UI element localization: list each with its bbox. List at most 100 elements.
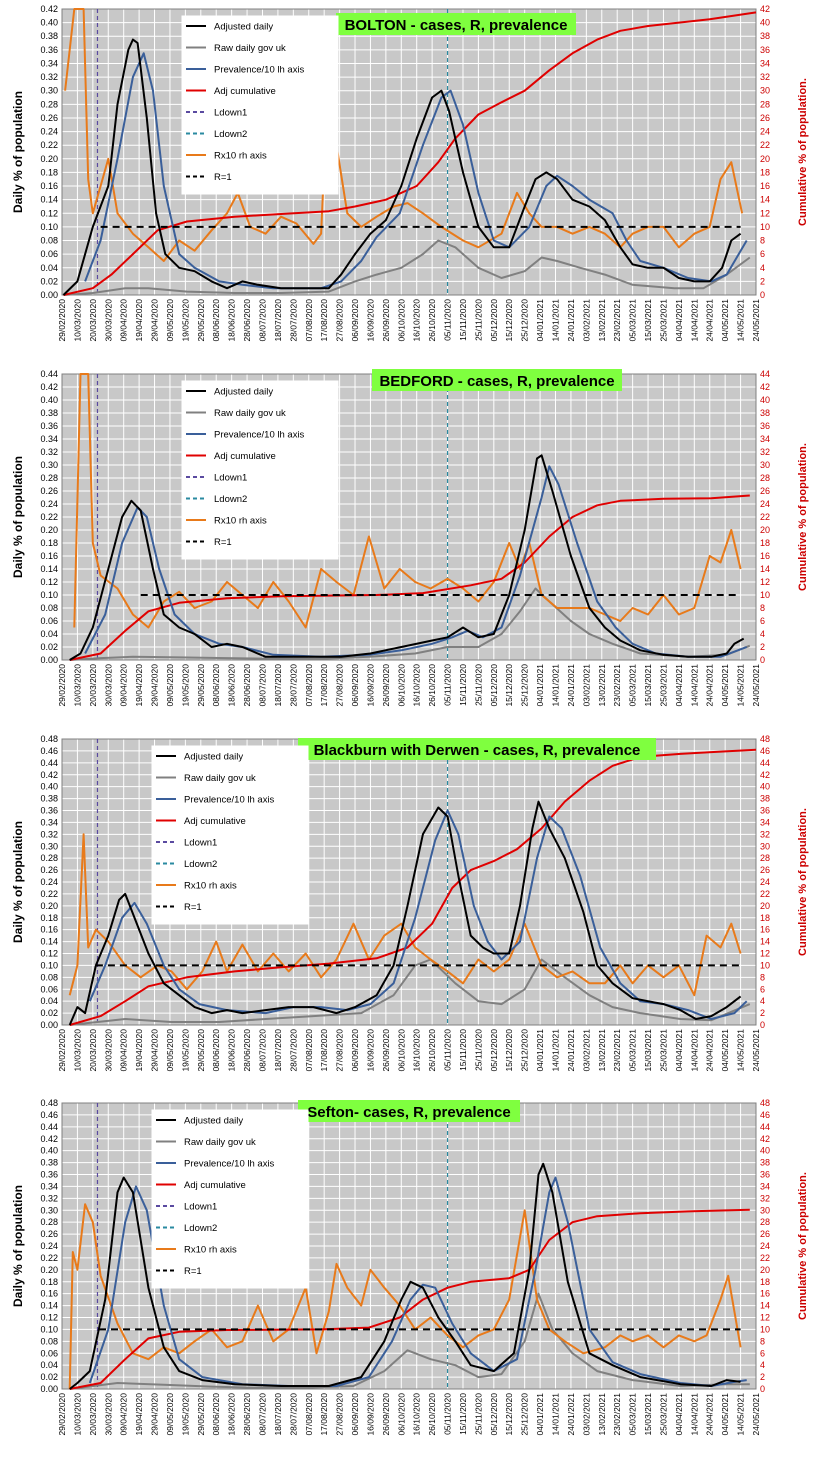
x-tick-label: 15/12/2020 xyxy=(504,664,514,707)
y-tick-label: 0.26 xyxy=(40,113,58,123)
y-tick-label: 0.42 xyxy=(40,770,58,780)
x-tick-label: 28/07/2020 xyxy=(288,664,298,707)
y2-tick-label: 8 xyxy=(760,972,765,982)
x-tick-label: 05/11/2020 xyxy=(443,664,453,706)
y-tick-label: 0.02 xyxy=(40,1372,58,1382)
x-tick-label: 08/06/2020 xyxy=(211,664,221,707)
x-tick-label: 30/03/2020 xyxy=(103,664,113,707)
y2-tick-label: 0 xyxy=(760,655,765,665)
y2-tick-label: 36 xyxy=(760,421,770,431)
chart-svg: 0.00 0 0.02 2 0.04 4 0.06 6 0.08 8 0.10 10 0.12 12 0.1… xyxy=(11,4,809,342)
x-tick-label: 06/09/2020 xyxy=(350,1393,360,1436)
y-tick-label: 0.20 xyxy=(40,901,58,911)
x-tick-label: 16/09/2020 xyxy=(365,664,375,707)
y2-tick-label: 14 xyxy=(760,564,770,574)
y2-tick-label: 46 xyxy=(760,1110,770,1120)
y2-tick-label: 24 xyxy=(760,499,770,509)
y2-tick-label: 10 xyxy=(760,222,770,232)
x-tick-label: 30/03/2020 xyxy=(103,1029,113,1072)
x-tick-label: 07/08/2020 xyxy=(304,299,314,342)
x-tick-label: 29/04/2020 xyxy=(150,1029,160,1072)
x-tick-label: 23/02/2021 xyxy=(612,664,622,707)
x-tick-label: 05/12/2020 xyxy=(489,299,499,342)
x-tick-label: 25/11/2020 xyxy=(473,1029,483,1071)
x-tick-label: 15/03/2021 xyxy=(643,664,653,707)
x-tick-label: 07/08/2020 xyxy=(304,1029,314,1072)
y-tick-label: 0.38 xyxy=(40,408,58,418)
y-tick-label: 0.26 xyxy=(40,486,58,496)
y2-tick-label: 44 xyxy=(760,758,770,768)
legend-label: Adjusted daily xyxy=(214,387,273,398)
legend-box xyxy=(151,1109,309,1289)
y-tick-label: 0.30 xyxy=(40,460,58,470)
x-tick-label: 13/02/2021 xyxy=(597,1393,607,1436)
y2-tick-label: 8 xyxy=(760,1336,765,1346)
legend-box xyxy=(151,745,309,925)
legend-label: Adj cumulative xyxy=(184,816,246,827)
x-tick-label: 04/01/2021 xyxy=(535,664,545,707)
x-tick-label: 08/07/2020 xyxy=(257,299,267,342)
x-tick-label: 27/08/2020 xyxy=(335,1393,345,1436)
y2-tick-label: 36 xyxy=(760,1170,770,1180)
y-tick-label: 0.30 xyxy=(40,1205,58,1215)
y2-tick-label: 10 xyxy=(760,960,770,970)
y-tick-label: 0.22 xyxy=(40,512,58,522)
x-tick-label: 25/03/2021 xyxy=(658,299,668,342)
x-tick-label: 09/04/2020 xyxy=(119,299,129,342)
y2-tick-label: 42 xyxy=(760,4,770,14)
legend-label: Ldown2 xyxy=(184,1223,217,1234)
x-tick-label: 25/12/2020 xyxy=(520,1029,530,1072)
legend-label: Adj cumulative xyxy=(214,451,276,462)
x-tick-label: 19/04/2020 xyxy=(134,664,144,707)
y2-tick-label: 8 xyxy=(760,603,765,613)
y-tick-label: 0.44 xyxy=(40,369,58,379)
x-tick-label: 05/11/2020 xyxy=(443,1029,453,1071)
x-tick-label: 24/01/2021 xyxy=(566,299,576,342)
y2-tick-label: 40 xyxy=(760,1146,770,1156)
y-tick-label: 0.34 xyxy=(40,817,58,827)
x-tick-label: 29/05/2020 xyxy=(196,1029,206,1072)
x-tick-label: 04/05/2021 xyxy=(720,1393,730,1436)
series-line-prevalence-10-lh-axis xyxy=(84,52,748,290)
y2-tick-label: 12 xyxy=(760,949,770,959)
y2-tick-label: 6 xyxy=(760,1348,765,1358)
x-tick-label: 04/01/2021 xyxy=(535,299,545,342)
legend-label: Raw daily gov uk xyxy=(184,773,256,784)
x-tick-label: 04/01/2021 xyxy=(535,1393,545,1436)
legend-label: Prevalence/10 lh axis xyxy=(214,430,305,441)
legend-label: Rx10 rh axis xyxy=(214,151,267,162)
y2-tick-label: 18 xyxy=(760,913,770,923)
y-tick-label: 0.40 xyxy=(40,782,58,792)
y-tick-label: 0.28 xyxy=(40,853,58,863)
x-tick-label: 05/03/2021 xyxy=(628,1393,638,1436)
y-tick-label: 0.28 xyxy=(40,1217,58,1227)
chart-svg: 0.00 0 0.02 2 0.04 4 0.06 6 0.08 8 0.10 10 0.12 12 0.1… xyxy=(11,734,809,1072)
y2-tick-label: 22 xyxy=(760,140,770,150)
x-tick-label: 08/06/2020 xyxy=(211,299,221,342)
plot-area xyxy=(62,9,756,295)
y2-tick-label: 42 xyxy=(760,382,770,392)
x-tick-label: 25/12/2020 xyxy=(520,664,530,707)
x-tick-label: 09/05/2020 xyxy=(165,664,175,707)
x-tick-label: 09/04/2020 xyxy=(119,1393,129,1436)
x-tick-label: 16/10/2020 xyxy=(412,664,422,707)
y2-tick-label: 48 xyxy=(760,734,770,744)
y2-tick-label: 28 xyxy=(760,1217,770,1227)
y-tick-label: 0.46 xyxy=(40,1110,58,1120)
x-tick-label: 07/08/2020 xyxy=(304,1393,314,1436)
y2-tick-label: 4 xyxy=(760,629,765,639)
y-tick-label: 0.04 xyxy=(40,1360,58,1370)
x-tick-label: 14/04/2021 xyxy=(689,299,699,342)
y2-tick-label: 16 xyxy=(760,925,770,935)
series-line-adjusted-daily xyxy=(62,38,742,296)
chart-svg: 0.00 0 0.02 2 0.04 4 0.06 6 0.08 8 0.10 10 0.12 12 0.1… xyxy=(11,369,809,707)
legend-label: Rx10 rh axis xyxy=(214,516,267,527)
x-tick-label: 14/01/2021 xyxy=(551,664,561,707)
y2-tick-label: 34 xyxy=(760,58,770,68)
y-axis-title: Daily % of population xyxy=(11,456,25,578)
x-tick-label: 14/05/2021 xyxy=(736,299,746,342)
x-tick-label: 23/02/2021 xyxy=(612,1393,622,1436)
x-tick-label: 25/11/2020 xyxy=(473,1393,483,1435)
legend-label: R=1 xyxy=(184,1266,202,1277)
y-axis-title: Daily % of population xyxy=(11,91,25,213)
